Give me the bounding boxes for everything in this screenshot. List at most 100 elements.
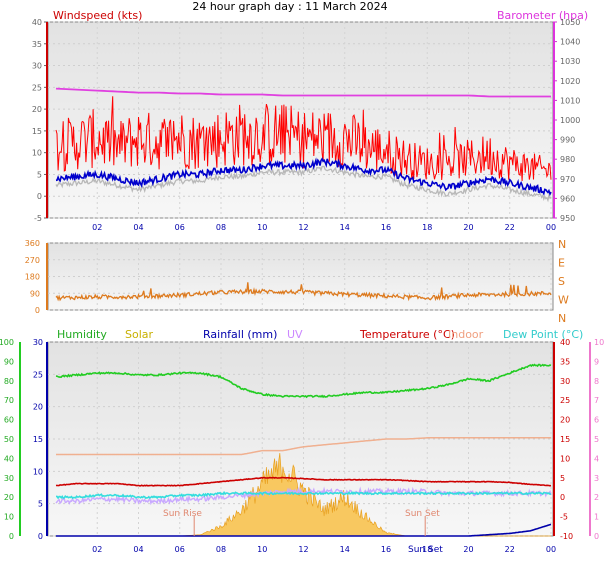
direction-degree-tick: 180 — [25, 273, 40, 282]
temperature-tick: 0 — [560, 493, 565, 502]
dewpoint-line — [56, 490, 552, 500]
wind-time-tick: 20 — [463, 223, 473, 232]
legend-temperature: Temperature (°C) — [359, 328, 455, 341]
direction-compass-tick: S — [558, 275, 565, 288]
temperature-line — [55, 476, 552, 487]
env-time-tick: 04 — [133, 545, 143, 554]
legend-indoor: Indoor — [448, 328, 484, 341]
wind-gust-line — [55, 96, 552, 182]
windspeed-axis-label: Windspeed (kts) — [53, 9, 142, 22]
direction-compass-tick: W — [558, 294, 569, 307]
uv-tick: 0 — [594, 532, 599, 541]
env-time-tick: 16 — [381, 545, 391, 554]
direction-compass-tick: E — [558, 257, 565, 270]
wind-left-tick: 20 — [32, 105, 42, 114]
wind-time-tick: 18 — [422, 223, 432, 232]
temperature-tick: 25 — [560, 396, 570, 405]
env-time-tick: 12 — [298, 545, 308, 554]
legend-uv: UV — [287, 328, 303, 341]
humidity-tick: 60 — [4, 416, 14, 425]
temperature-tick: 10 — [560, 454, 570, 463]
wind-time-tick: 12 — [298, 223, 308, 232]
legend-humidity: Humidity — [57, 328, 107, 341]
env-time-tick: 00 — [546, 545, 556, 554]
uv-tick: 10 — [594, 338, 604, 347]
temperature-tick: 15 — [560, 435, 570, 444]
barometer-axis-label: Barometer (hpa) — [497, 9, 588, 22]
humidity-tick: 100 — [0, 338, 14, 347]
graph-title: 24 hour graph day : 11 March 2024 — [192, 0, 387, 13]
wind-time-tick: 06 — [175, 223, 185, 232]
uv-tick: 3 — [594, 474, 599, 483]
env-time-tick: 10 — [257, 545, 267, 554]
direction-degree-tick: 0 — [35, 306, 40, 315]
wind-left-tick: 30 — [32, 62, 42, 71]
temperature-tick: -10 — [560, 532, 573, 541]
humidity-tick: 40 — [4, 454, 14, 463]
barometer-line — [55, 87, 551, 98]
uv-tick: 6 — [594, 416, 599, 425]
barometer-tick: 1040 — [560, 38, 580, 47]
wind-direction-line — [55, 282, 552, 302]
uv-tick: 5 — [594, 435, 599, 444]
wind-lull-line — [55, 165, 552, 203]
uv-tick: 2 — [594, 493, 599, 502]
rain-tick: 5 — [38, 500, 43, 509]
axes: -505101520253035409509609709809901000101… — [0, 18, 604, 554]
env-time-tick: 14 — [340, 545, 350, 554]
wind-time-tick: 02 — [92, 223, 102, 232]
humidity-line — [55, 363, 552, 399]
temperature-tick: 20 — [560, 416, 570, 425]
rain-tick: 10 — [33, 467, 43, 476]
humidity-tick: 70 — [4, 396, 14, 405]
rain-tick: 25 — [33, 370, 43, 379]
series-layer — [55, 87, 552, 537]
barometer-tick: 1030 — [560, 57, 580, 66]
wind-time-tick: 16 — [381, 223, 391, 232]
direction-degree-tick: 90 — [30, 289, 40, 298]
wind-time-tick: 10 — [257, 223, 267, 232]
humidity-tick: 30 — [4, 474, 14, 483]
barometer-tick: 1020 — [560, 77, 580, 86]
wind-average-line — [55, 157, 552, 197]
rain-tick: 20 — [33, 403, 43, 412]
wind-left-tick: 0 — [37, 192, 42, 201]
rain-tick: 15 — [33, 435, 43, 444]
direction-degree-tick: 270 — [25, 256, 40, 265]
env-time-tick: 18 — [422, 545, 432, 554]
env-time-tick: 22 — [505, 545, 515, 554]
wind-time-tick: 00 — [546, 223, 556, 232]
wind-time-tick: 08 — [216, 223, 226, 232]
wind-time-tick: 14 — [340, 223, 350, 232]
temperature-tick: 35 — [560, 357, 570, 366]
barometer-tick: 990 — [560, 136, 575, 145]
barometer-tick: 1000 — [560, 116, 580, 125]
env-time-tick: 02 — [92, 545, 102, 554]
barometer-tick: 1050 — [560, 18, 580, 27]
wind-left-tick: 40 — [32, 18, 42, 27]
temperature-tick: 40 — [560, 338, 570, 347]
legend-dewpoint: Dew Point (°C) — [503, 328, 583, 341]
barometer-tick: 970 — [560, 175, 575, 184]
barometer-tick: 980 — [560, 155, 575, 164]
uv-tick: 9 — [594, 357, 599, 366]
temperature-tick: 5 — [560, 474, 565, 483]
direction-compass-tick: N — [558, 238, 566, 251]
wind-left-tick: 35 — [32, 40, 42, 49]
sunrise-label: Sun Rise — [163, 509, 202, 519]
barometer-tick: 960 — [560, 194, 575, 203]
humidity-tick: 90 — [4, 357, 14, 366]
humidity-tick: 10 — [4, 513, 14, 522]
uv-tick: 4 — [594, 454, 599, 463]
wind-left-tick: 25 — [32, 83, 42, 92]
indoor-temperature-line — [56, 437, 551, 456]
wind-left-tick: -5 — [34, 214, 42, 223]
humidity-tick: 50 — [4, 435, 14, 444]
wind-left-tick: 10 — [32, 149, 42, 158]
barometer-tick: 950 — [560, 214, 575, 223]
wind-left-tick: 15 — [32, 127, 42, 136]
temperature-tick: -5 — [560, 513, 568, 522]
uv-line — [55, 486, 552, 506]
env-time-tick: 08 — [216, 545, 226, 554]
